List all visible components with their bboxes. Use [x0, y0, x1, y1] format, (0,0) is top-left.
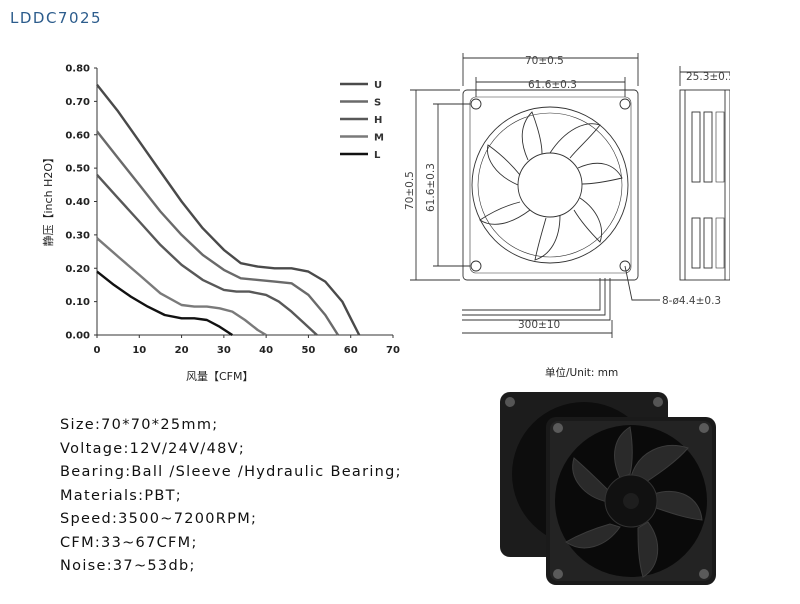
dim-outer-width: 70±0.5	[525, 55, 564, 67]
spec-line: Bearing:Ball /Sleeve /Hydraulic Bearing;	[60, 464, 402, 480]
y-tick-label: 0.10	[65, 297, 90, 308]
cable-wire	[462, 278, 601, 311]
spec-line: Speed:3500~7200RPM;	[60, 511, 258, 527]
dim-cable: 300±10	[518, 319, 560, 331]
chart-ticks: 0.00 0.10 0.20 0.30 0.40 0.50 0.60 0.70 0.80 0 10 2…	[65, 64, 400, 357]
y-tick-label: 0.00	[65, 331, 90, 342]
y-tick-label: 0.60	[65, 130, 90, 141]
y-tick-label: 0.20	[65, 264, 90, 275]
fan-front-icon	[479, 111, 623, 261]
x-tick-label: 40	[259, 345, 273, 356]
series-line-u	[96, 83, 361, 336]
mount-hole	[470, 260, 482, 272]
x-tick-label: 70	[386, 345, 400, 356]
front-fan	[546, 417, 716, 585]
y-tick-label: 0.80	[65, 64, 90, 75]
legend-label: H	[374, 115, 382, 126]
fan-hub	[517, 152, 583, 218]
front-frame-outline	[462, 89, 639, 281]
fan-side-icon	[679, 89, 730, 281]
x-tick-label: 50	[301, 345, 315, 356]
model-title: LDDC7025	[10, 9, 103, 27]
spec-line: Voltage:12V/24V/48V;	[60, 440, 246, 457]
spec-line: Materials:PBT;	[60, 487, 182, 504]
dimension-drawing: 70±0.5 61.6±0.3 70±0.5 61.6±0.3 25.3±0.5…	[404, 53, 730, 338]
legend-label: L	[374, 150, 381, 161]
pq-chart: 0.00 0.10 0.20 0.30 0.40 0.50 0.60 0.70 0.80 0 10 2…	[41, 64, 400, 384]
legend-label: S	[374, 98, 381, 109]
fan-ring	[471, 106, 629, 264]
y-tick-label: 0.30	[65, 230, 90, 241]
x-axis-label: 风量【CFM】	[186, 370, 254, 383]
legend-label: U	[374, 80, 382, 91]
dim-inner-height: 61.6±0.3	[425, 163, 437, 212]
series-line-s	[96, 130, 340, 336]
x-tick-label: 10	[132, 345, 146, 356]
unit-note: 单位/Unit: mm	[545, 367, 619, 379]
mount-hole	[619, 98, 631, 110]
spec-line: Noise:37~53db;	[60, 558, 196, 574]
fan-photo-icon	[500, 392, 716, 585]
series-line-h	[96, 173, 318, 336]
chart-series	[96, 83, 361, 337]
spec-line: Size:70*70*25mm;	[60, 417, 219, 433]
spec-line: CFM:33~67CFM;	[60, 534, 198, 551]
dim-inner-width: 61.6±0.3	[528, 79, 577, 91]
series-line-l	[96, 270, 233, 337]
mount-hole	[619, 260, 631, 272]
y-tick-label: 0.50	[65, 164, 90, 175]
chart-axes	[96, 68, 393, 336]
series-line-m	[96, 237, 267, 337]
x-tick-label: 20	[175, 345, 189, 356]
dim-outer-height: 70±0.5	[404, 171, 416, 210]
fan-ring-inner	[477, 112, 623, 258]
y-axis-label: 静压【inch H2O】	[41, 152, 55, 246]
x-tick-label: 0	[94, 345, 101, 356]
dim-depth: 25.3±0.5	[686, 71, 730, 83]
legend-label: M	[374, 133, 384, 144]
x-tick-label: 30	[217, 345, 231, 356]
spec-list: Size:70*70*25mm; Voltage:12V/24V/48V; Bear…	[60, 414, 402, 579]
x-tick-label: 60	[344, 345, 358, 356]
y-tick-label: 0.70	[65, 97, 90, 108]
mount-hole	[470, 98, 482, 110]
dim-holes: 8-ø4.4±0.3	[662, 295, 721, 307]
front-frame-inner	[469, 96, 632, 274]
y-tick-label: 0.40	[65, 197, 90, 208]
